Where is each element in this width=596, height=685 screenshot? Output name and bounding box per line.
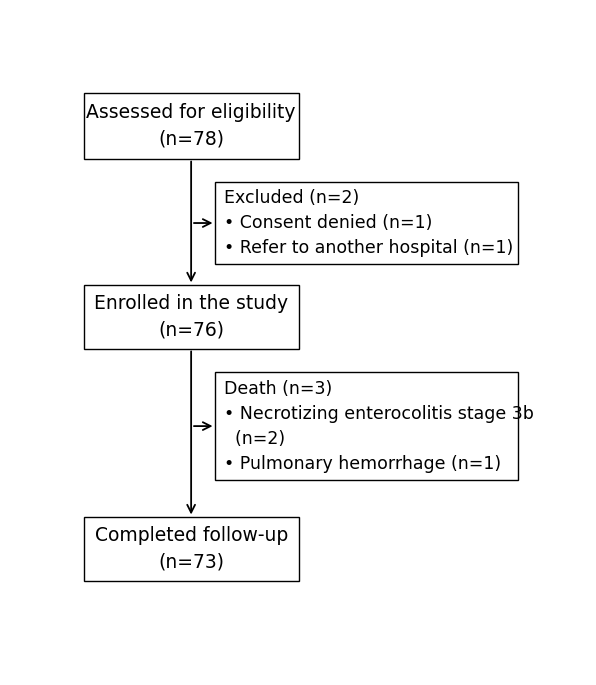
FancyBboxPatch shape [83, 92, 299, 159]
Text: Excluded (n=2)
• Consent denied (n=1)
• Refer to another hospital (n=1): Excluded (n=2) • Consent denied (n=1) • … [224, 189, 513, 258]
Text: Death (n=3)
• Necrotizing enterocolitis stage 3b
  (n=2)
• Pulmonary hemorrhage : Death (n=3) • Necrotizing enterocolitis … [224, 380, 533, 473]
FancyBboxPatch shape [215, 182, 518, 264]
FancyBboxPatch shape [215, 373, 518, 480]
Text: Enrolled in the study
(n=76): Enrolled in the study (n=76) [94, 294, 288, 340]
FancyBboxPatch shape [83, 285, 299, 349]
Text: Completed follow-up
(n=73): Completed follow-up (n=73) [95, 526, 288, 572]
FancyBboxPatch shape [83, 517, 299, 581]
Text: Assessed for eligibility
(n=78): Assessed for eligibility (n=78) [86, 103, 296, 149]
